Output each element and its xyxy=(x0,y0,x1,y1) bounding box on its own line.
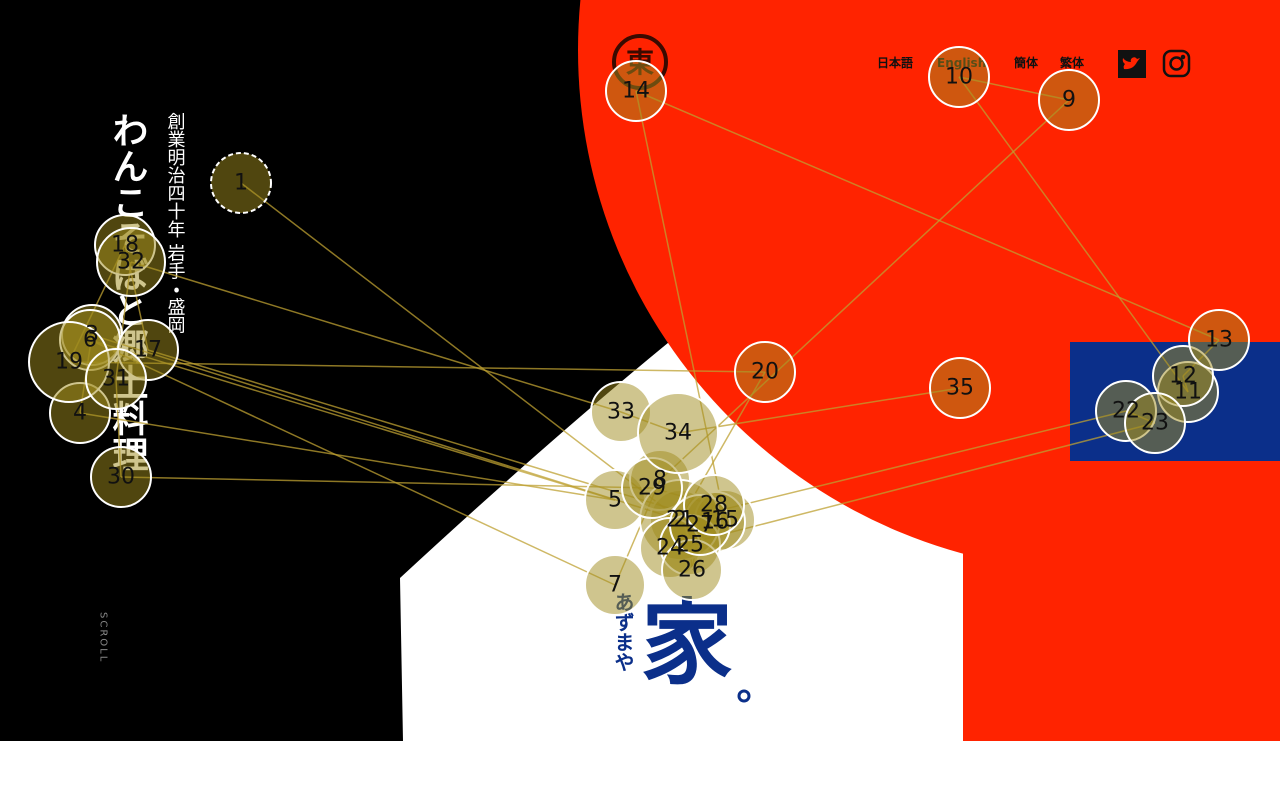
marker-label: 23 xyxy=(1141,411,1169,436)
marker-label: 33 xyxy=(607,400,635,425)
marker-label: 29 xyxy=(638,476,666,501)
marker-label: 24 xyxy=(656,536,684,561)
marker-link xyxy=(958,76,1189,393)
marker-link xyxy=(659,99,1070,481)
marker-label: 34 xyxy=(664,421,692,446)
marker-label: 1 xyxy=(234,171,248,196)
marker-link xyxy=(677,387,961,434)
marker-link xyxy=(68,361,766,373)
marker xyxy=(96,227,166,297)
nav-link[interactable]: 日本語 xyxy=(877,55,913,70)
marker-label: 13 xyxy=(1205,328,1233,353)
marker-label: 19 xyxy=(55,350,83,375)
marker-label: 14 xyxy=(622,79,650,104)
marker-label: 12 xyxy=(1169,364,1197,389)
nav-link[interactable]: 繁体 xyxy=(1060,55,1085,70)
marker-link xyxy=(679,410,1127,521)
marker xyxy=(929,357,991,419)
marker-link xyxy=(89,339,616,501)
marker-label: 32 xyxy=(117,250,145,275)
marker xyxy=(1124,392,1186,454)
marker-label: 17 xyxy=(134,338,162,363)
marker-label: 21 xyxy=(666,508,694,533)
marker-label: 15 xyxy=(711,508,739,533)
marker-link xyxy=(635,90,1220,341)
marker-label: 3 xyxy=(85,323,99,348)
marker xyxy=(210,152,272,214)
marker-label: 28 xyxy=(700,493,728,518)
brand-dot xyxy=(737,689,751,703)
marker-label: 5 xyxy=(608,488,622,513)
marker-label: 22 xyxy=(1112,399,1140,424)
marker-link xyxy=(240,182,681,521)
marker-label: 6 xyxy=(83,328,97,353)
marker-label: 7 xyxy=(608,573,622,598)
twitter-icon[interactable] xyxy=(1118,50,1146,78)
marker xyxy=(734,341,796,403)
marker-label: 2 xyxy=(673,508,687,533)
marker-label: 8 xyxy=(653,468,667,493)
tagline: 創業明治四十年 岩手・盛岡 xyxy=(165,112,186,335)
marker-link xyxy=(130,261,622,413)
marker-link xyxy=(120,476,653,489)
marker xyxy=(90,446,152,508)
marker-label: 4 xyxy=(73,401,87,426)
instagram-icon[interactable] xyxy=(1162,49,1191,78)
marker-label: 26 xyxy=(678,558,706,583)
marker-label: 35 xyxy=(946,376,974,401)
marker-label: 20 xyxy=(751,360,779,385)
marker xyxy=(637,392,719,474)
marker-link xyxy=(89,339,616,586)
marker-label: 9 xyxy=(1062,88,1076,113)
marker-label: 18 xyxy=(111,233,139,258)
marker xyxy=(1038,69,1100,131)
marker xyxy=(85,348,147,410)
nav-link[interactable]: 簡体 xyxy=(1014,55,1039,70)
marker xyxy=(928,46,990,108)
marker xyxy=(683,474,745,536)
marker-label: 31 xyxy=(102,367,130,392)
marker xyxy=(1188,309,1250,371)
marker-label: 10 xyxy=(945,65,973,90)
marker-label: 25 xyxy=(676,533,704,558)
marker xyxy=(605,60,667,122)
brand-kanji: 家 xyxy=(641,590,733,697)
marker xyxy=(584,554,646,616)
marker-label: 16 xyxy=(701,510,729,535)
scroll-hint[interactable]: SCROLL xyxy=(98,612,109,663)
marker-label: 27 xyxy=(686,513,714,538)
marker-label: 11 xyxy=(1174,380,1202,405)
marker-label: 30 xyxy=(107,465,135,490)
